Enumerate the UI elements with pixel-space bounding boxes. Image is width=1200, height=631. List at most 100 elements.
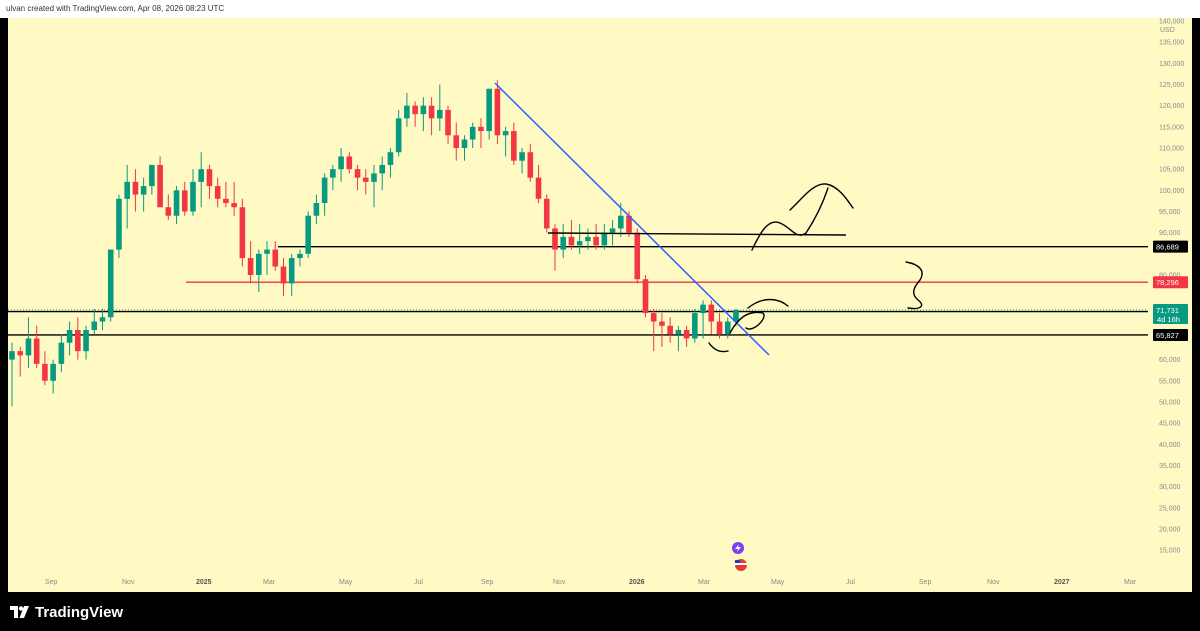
current-price-badge bbox=[1153, 303, 1188, 324]
price-tick-label: 35,000 bbox=[1159, 463, 1181, 470]
candle-body bbox=[437, 109, 443, 119]
candle-body bbox=[272, 249, 279, 267]
tradingview-logo[interactable]: TradingView bbox=[10, 602, 123, 622]
time-tick-label: May bbox=[771, 579, 785, 586]
time-tick-label: Mar bbox=[698, 579, 711, 586]
chart-background bbox=[8, 18, 1192, 592]
candle-body bbox=[445, 109, 451, 136]
candle-body bbox=[379, 164, 386, 174]
downtrend-line bbox=[494, 82, 770, 356]
candle-body bbox=[708, 304, 715, 322]
candle-body bbox=[650, 313, 657, 322]
event-icons bbox=[732, 542, 747, 571]
candle-body bbox=[675, 330, 682, 335]
level-badge bbox=[1153, 276, 1188, 289]
candle-body bbox=[50, 363, 56, 381]
chart-area[interactable]: USD 140,000 135,000 130,000 125,000 120,000 11… bbox=[8, 18, 1192, 592]
time-tick-label: Sep bbox=[481, 579, 494, 586]
arrow-head-drawing bbox=[789, 183, 854, 211]
candle-body bbox=[280, 266, 287, 284]
candle-body bbox=[601, 232, 608, 246]
candle-body bbox=[116, 198, 122, 250]
candle-body bbox=[404, 105, 410, 119]
candle-body bbox=[428, 105, 435, 119]
time-axis[interactable]: Sep Nov 2025 Mar May Jul Sep Nov 2026 Mar May Jul Se… bbox=[45, 579, 1137, 586]
candle-body bbox=[42, 363, 48, 381]
candle-body bbox=[313, 203, 320, 216]
candle-body bbox=[576, 241, 583, 246]
candle-body bbox=[9, 351, 15, 360]
candle-body bbox=[83, 330, 89, 352]
chart-caption: ulvan created with TradingView.com, Apr … bbox=[6, 4, 225, 13]
trendline-group bbox=[494, 82, 770, 356]
time-tick-label: 2027 bbox=[1054, 579, 1070, 586]
drawings bbox=[547, 183, 923, 353]
candle-body bbox=[149, 164, 155, 187]
level-badge-label: 78,296 bbox=[1156, 278, 1179, 287]
candle-body bbox=[223, 198, 229, 204]
candle-body bbox=[25, 338, 32, 356]
candle-body bbox=[198, 169, 205, 182]
candle-body bbox=[157, 164, 163, 208]
candle-body bbox=[107, 249, 114, 318]
candle-body bbox=[667, 325, 673, 335]
tradingview-logo-icon bbox=[10, 606, 29, 618]
time-tick-label: 2025 bbox=[196, 579, 212, 586]
candle-body bbox=[321, 177, 328, 204]
current-price-label: 71,731 bbox=[1156, 306, 1179, 315]
price-tick-label: 25,000 bbox=[1159, 505, 1181, 512]
price-tick-label: 50,000 bbox=[1159, 399, 1181, 406]
candle-body bbox=[519, 152, 525, 161]
price-tick-label: 80,000 bbox=[1159, 272, 1181, 279]
time-tick-label: Sep bbox=[919, 579, 932, 586]
candle-body bbox=[165, 207, 172, 216]
countdown-label: 4d 16h bbox=[1157, 315, 1180, 324]
candle-body bbox=[420, 105, 427, 115]
candle-body bbox=[535, 177, 542, 199]
candle-body bbox=[461, 139, 468, 149]
candle-body bbox=[659, 321, 665, 326]
candle-body bbox=[33, 338, 40, 364]
candle-body bbox=[724, 321, 731, 335]
flag-canton bbox=[735, 560, 740, 563]
time-tick-label: Jul bbox=[414, 579, 423, 586]
time-tick-label: 2026 bbox=[629, 579, 645, 586]
small-arrow-drawing bbox=[729, 311, 765, 334]
price-tick-label: 30,000 bbox=[1159, 484, 1181, 491]
upward-arrow-drawing bbox=[751, 187, 829, 251]
candle-body bbox=[585, 236, 591, 242]
candle-body bbox=[469, 126, 476, 140]
candle-body bbox=[716, 321, 723, 335]
price-tick-label: 130,000 bbox=[1159, 61, 1184, 68]
candle-body bbox=[552, 228, 558, 250]
candle-body bbox=[502, 131, 509, 136]
candle-body bbox=[231, 203, 237, 208]
candle-body bbox=[642, 279, 649, 314]
currency-label[interactable]: USD bbox=[1160, 27, 1175, 34]
candle-body bbox=[560, 236, 567, 250]
candle-body bbox=[264, 249, 270, 254]
price-tick-label: 90,000 bbox=[1159, 230, 1181, 237]
candle-body bbox=[206, 169, 213, 187]
candle-body bbox=[346, 156, 353, 170]
candle-body bbox=[338, 156, 344, 170]
candle-body bbox=[99, 317, 106, 322]
candle-body bbox=[173, 190, 180, 216]
price-tick-label: 135,000 bbox=[1159, 40, 1184, 47]
candle-body bbox=[700, 304, 706, 314]
horizontal-levels bbox=[8, 245, 1148, 336]
level-badge bbox=[1153, 240, 1188, 253]
price-tick-label: 125,000 bbox=[1159, 82, 1184, 89]
candle-body bbox=[247, 258, 254, 275]
candle-body bbox=[511, 131, 517, 161]
price-tick-label: 60,000 bbox=[1159, 357, 1181, 364]
candle-body bbox=[214, 186, 221, 199]
candle-body bbox=[17, 351, 24, 356]
candle-body bbox=[371, 173, 377, 182]
price-tick-label: 40,000 bbox=[1159, 442, 1181, 449]
price-tick-label: 20,000 bbox=[1159, 526, 1181, 533]
candle-body bbox=[297, 253, 303, 259]
